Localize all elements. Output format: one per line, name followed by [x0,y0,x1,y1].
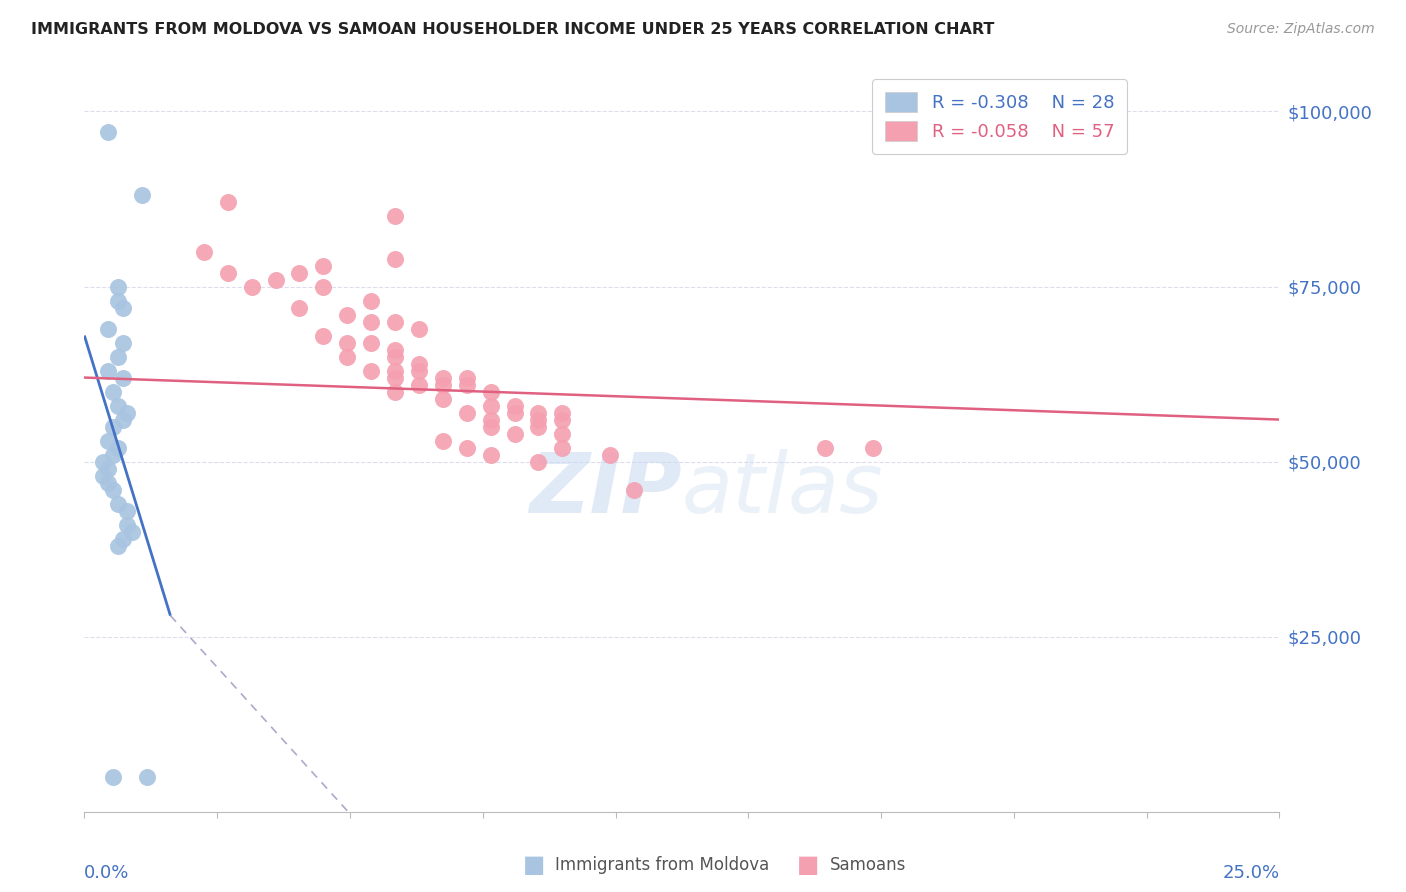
Point [551,412,574,426]
Point [503,426,526,441]
Text: Immigrants from Moldova: Immigrants from Moldova [555,856,769,874]
Point [312,279,335,293]
Point [121,524,143,539]
Point [456,406,478,420]
Point [336,350,359,364]
Point [527,454,550,468]
Point [479,384,502,399]
Point [97,475,120,490]
Point [111,335,134,350]
Point [551,406,574,420]
Text: IMMIGRANTS FROM MOLDOVA VS SAMOAN HOUSEHOLDER INCOME UNDER 25 YEARS CORRELATION : IMMIGRANTS FROM MOLDOVA VS SAMOAN HOUSEH… [31,22,994,37]
Point [360,363,382,377]
Point [101,419,124,434]
Point [97,434,120,448]
Text: 0.0%: 0.0% [84,864,129,882]
Text: ■: ■ [797,854,820,877]
Point [456,377,478,392]
Point [111,412,134,426]
Point [623,483,645,497]
Point [135,770,157,784]
Point [384,363,406,377]
Point [101,384,124,399]
Point [107,497,129,511]
Point [107,350,129,364]
Point [288,301,311,315]
Text: Source: ZipAtlas.com: Source: ZipAtlas.com [1227,22,1375,37]
Point [107,441,129,455]
Point [93,468,115,483]
Point [111,532,134,546]
Point [97,363,120,377]
Point [107,279,129,293]
Point [479,419,502,434]
Point [432,392,454,406]
Point [527,406,550,420]
Text: Samoans: Samoans [830,856,905,874]
Point [264,272,287,286]
Point [312,328,335,343]
Text: 25.0%: 25.0% [1222,864,1279,882]
Point [101,448,124,462]
Point [432,377,454,392]
Point [384,384,406,399]
Point [551,426,574,441]
Point [117,503,139,517]
Point [111,370,134,384]
Point [384,343,406,357]
Point [217,195,239,210]
Point [193,244,215,259]
Text: ZIP: ZIP [529,449,682,530]
Point [456,370,478,384]
Point [408,377,430,392]
Point [384,370,406,384]
Point [217,266,239,280]
Point [384,350,406,364]
Point [240,279,263,293]
Point [360,314,382,328]
Point [131,188,153,202]
Point [384,252,406,266]
Point [336,335,359,350]
Point [408,321,430,335]
Point [503,399,526,413]
Point [93,454,115,468]
Point [527,412,550,426]
Point [107,539,129,553]
Point [111,301,134,315]
Point [117,517,139,532]
Point [384,314,406,328]
Text: ■: ■ [523,854,546,877]
Point [107,399,129,413]
Point [101,770,124,784]
Text: atlas: atlas [682,449,883,530]
Point [97,461,120,475]
Point [814,441,837,455]
Point [479,412,502,426]
Point [432,370,454,384]
Point [312,259,335,273]
Point [360,335,382,350]
Point [360,293,382,308]
Point [479,448,502,462]
Point [479,399,502,413]
Point [599,448,621,462]
Point [408,357,430,371]
Point [384,210,406,224]
Point [97,321,120,335]
Point [551,441,574,455]
Point [101,483,124,497]
Point [117,406,139,420]
Point [503,406,526,420]
Legend: R = -0.308    N = 28, R = -0.058    N = 57: R = -0.308 N = 28, R = -0.058 N = 57 [872,79,1128,154]
Point [527,419,550,434]
Point [456,441,478,455]
Point [432,434,454,448]
Point [336,308,359,322]
Point [107,293,129,308]
Point [408,363,430,377]
Point [862,441,884,455]
Point [288,266,311,280]
Point [97,126,120,140]
